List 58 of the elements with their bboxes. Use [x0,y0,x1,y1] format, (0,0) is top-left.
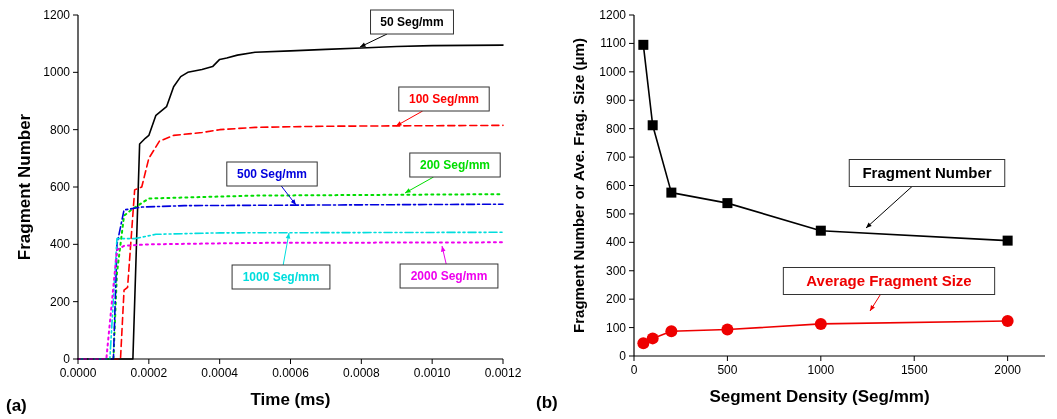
text: Fragment Number [862,164,992,182]
series-label: 100 Seg/mm [408,92,480,107]
y-tick-label: 700 [605,150,627,165]
series-label: 500 Seg/mm [236,167,308,182]
x-tick-label: 2000 [994,363,1022,377]
y-tick-label: 1200 [43,8,71,22]
y-tick-label: 600 [49,180,71,194]
x-tick-label: 0.0000 [59,366,97,380]
y-tick-label: 1200 [599,8,627,22]
text: 1000 Seg/mm [242,270,320,285]
legend-label: 2000 Seg/mm [410,269,488,284]
series-label: 200 Seg/mm [419,158,491,173]
y-tick-label: 200 [49,294,71,309]
point [666,187,677,198]
y-tick-label: 400 [605,235,627,250]
x-tick-label: 0.0006 [272,366,310,380]
point [814,317,827,330]
x-axis-title: Time (ms) [250,390,331,409]
y-tick-label: 900 [605,93,627,108]
text: Average Fragment Size [806,272,972,290]
x-tick-label: 0.0008 [342,366,381,380]
x-tick-label: 0 [630,363,638,377]
y-tick-label: 400 [49,237,71,252]
point [815,225,826,236]
y-tick-label: 100 [605,320,627,335]
point [722,198,733,209]
text: (a) [6,396,27,415]
y-tick-label: 500 [605,206,627,221]
y-tick-label: 0 [63,352,71,366]
point [637,337,650,350]
point [665,325,678,338]
y-tick-label: 200 [605,292,627,307]
y-axis-title: Fragment Number or Ave. Frag. Size (μm) [570,38,587,333]
x-axis-title: Segment Density (Seg/mm) [709,387,930,406]
point [1001,315,1014,328]
point [646,332,659,345]
y-tick-label: 600 [605,178,627,193]
x-tick-label: 500 [717,363,738,377]
x-tick-label: 0.0012 [484,366,522,380]
y-axis-title: Fragment Number [15,113,34,261]
point [638,39,649,50]
y-tick-label: 1000 [599,64,627,79]
x-tick-label: 1000 [807,363,835,377]
point [1002,235,1013,246]
point [721,323,734,336]
point [647,120,658,131]
text: (b) [536,393,558,412]
y-tick-label: 800 [605,121,627,136]
y-tick-label: 800 [49,122,71,137]
x-tick-label: 0.0004 [201,366,239,380]
x-tick-label: 0.0002 [130,366,168,380]
series-label: 50 Seg/mm [380,15,444,30]
y-tick-label: 1100 [600,36,627,51]
y-tick-label: 300 [605,263,627,278]
x-tick-label: 0.0010 [413,366,451,380]
y-tick-label: 1000 [43,65,71,80]
x-tick-label: 1500 [900,363,928,377]
y-tick-label: 0 [619,349,627,363]
